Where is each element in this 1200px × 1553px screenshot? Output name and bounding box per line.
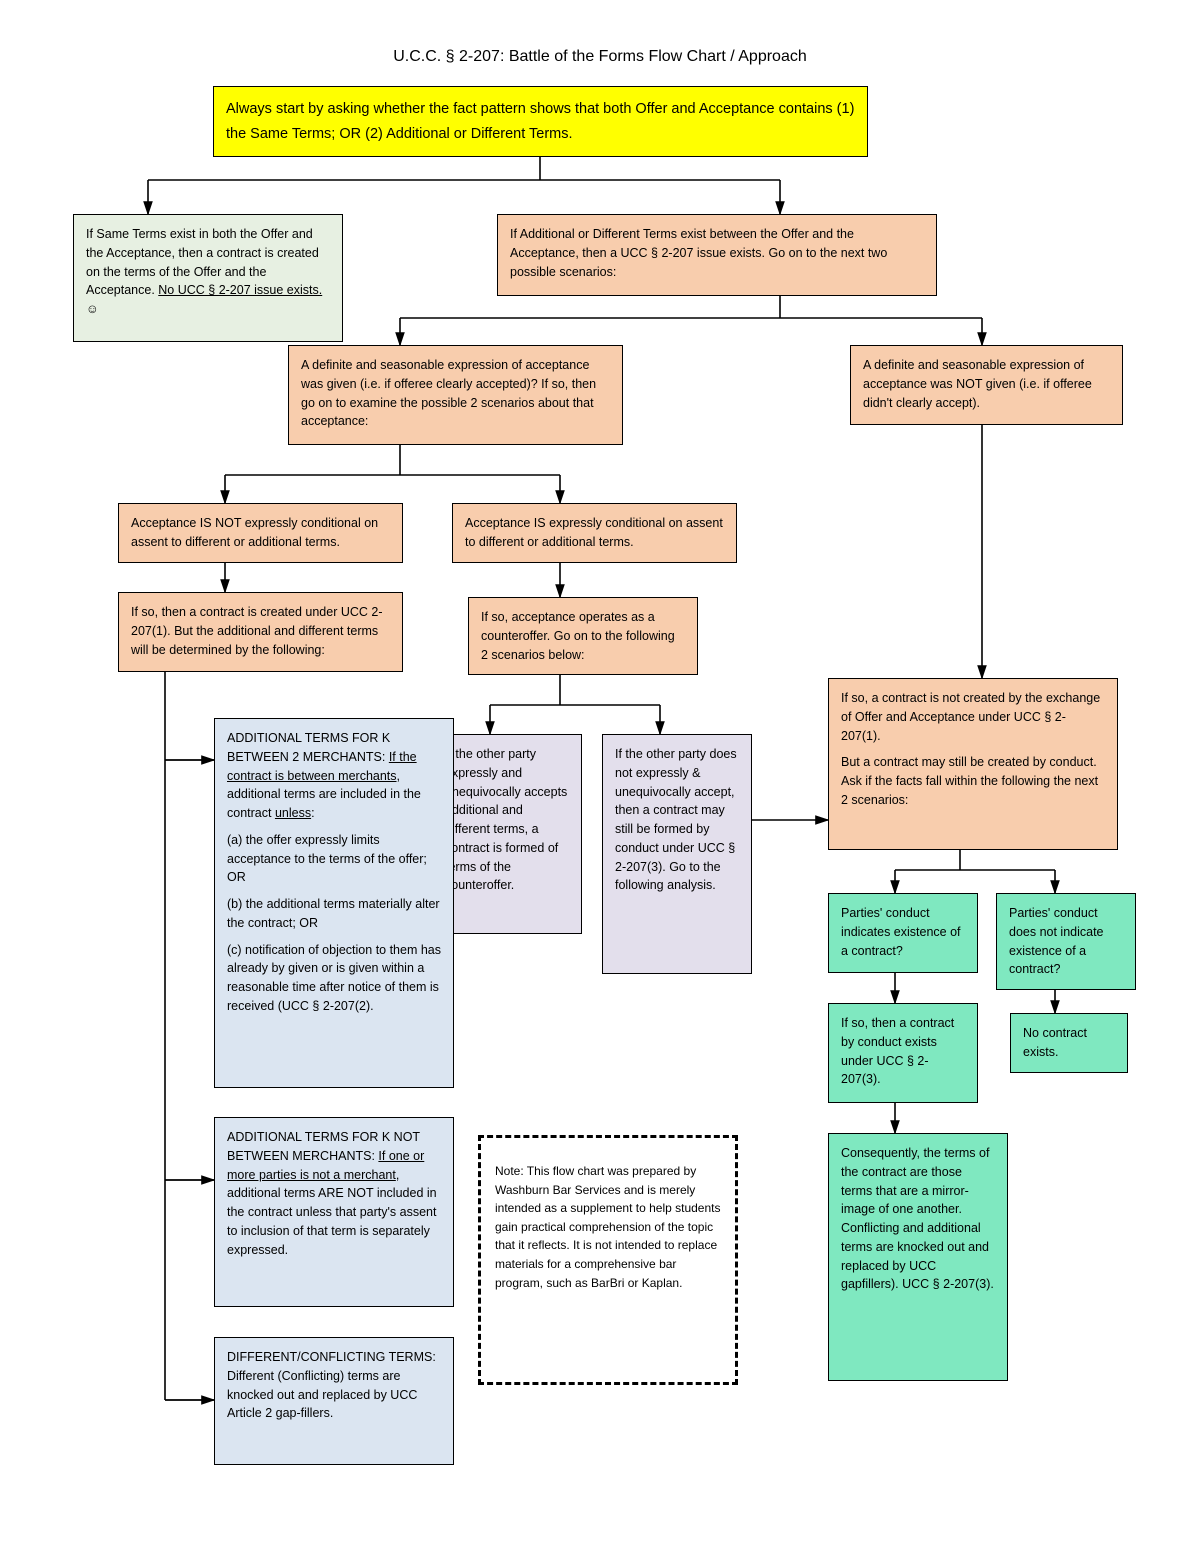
node-different-conflicting-terms: DIFFERENT/CONFLICTING TERMS: Different (…: [214, 1337, 454, 1465]
node-other-party-not-accept: If the other party does not expressly & …: [602, 734, 752, 974]
node-contract-by-conduct: If so, then a contract by conduct exists…: [828, 1003, 978, 1103]
node-counteroffer: If so, acceptance operates as a countero…: [468, 597, 698, 675]
node-conduct-indicates: Parties' conduct indicates existence of …: [828, 893, 978, 973]
node-consequently: Consequently, the terms of the contract …: [828, 1133, 1008, 1381]
node-no-contract: No contract exists.: [1010, 1013, 1128, 1073]
node-additional-terms-not-merchants: ADDITIONAL TERMS FOR K NOT BETWEEN MERCH…: [214, 1117, 454, 1307]
node-is-expressly-conditional: Acceptance IS expressly conditional on a…: [452, 503, 737, 563]
node-additional-terms-merchants: ADDITIONAL TERMS FOR K BETWEEN 2 MERCHAN…: [214, 718, 454, 1088]
page-title: U.C.C. § 2-207: Battle of the Forms Flow…: [280, 48, 920, 66]
node-different-terms: If Additional or Different Terms exist b…: [497, 214, 937, 296]
node-contract-2207-1: If so, then a contract is created under …: [118, 592, 403, 672]
node-not-expressly-conditional: Acceptance IS NOT expressly conditional …: [118, 503, 403, 563]
node-other-party-accepts: If the other party expressly and unequiv…: [432, 734, 582, 934]
node-definite-seasonable-yes: A definite and seasonable expression of …: [288, 345, 623, 445]
note-box: Note: This flow chart was prepared by Wa…: [478, 1135, 738, 1385]
node-same-terms: If Same Terms exist in both the Offer an…: [73, 214, 343, 342]
node-start: Always start by asking whether the fact …: [213, 86, 868, 157]
node-conduct-not-indicate: Parties' conduct does not indicate exist…: [996, 893, 1136, 990]
node-definite-seasonable-no: A definite and seasonable expression of …: [850, 345, 1123, 425]
node-contract-not-created: If so, a contract is not created by the …: [828, 678, 1118, 850]
